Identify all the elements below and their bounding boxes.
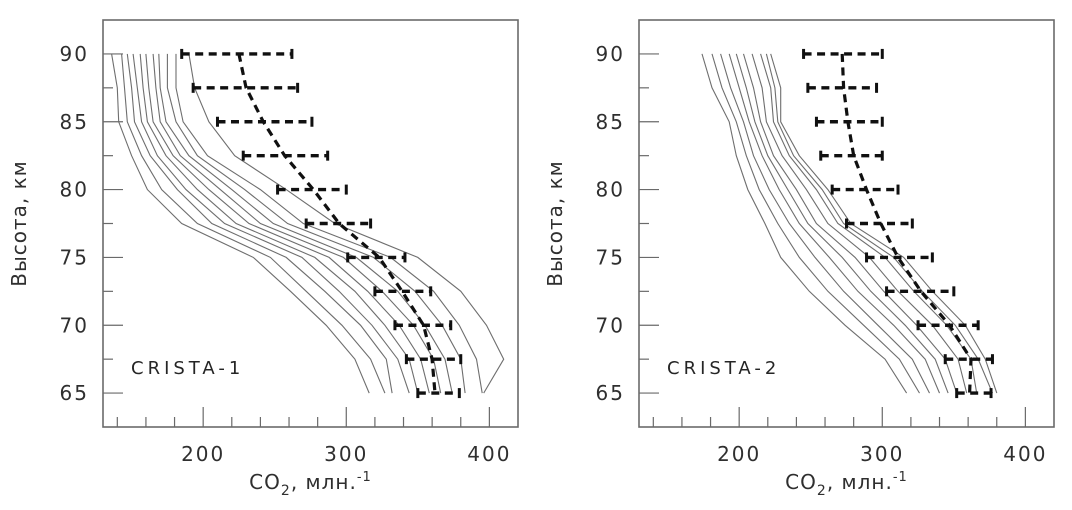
profile-line [145,53,430,394]
profile-line [765,53,994,394]
profile-line [728,53,941,394]
profile-line [166,53,466,394]
profile-line [701,53,908,394]
x-axis-label: CO2, млн.-1 [785,470,908,499]
y-tick-label: 65 [596,381,625,405]
crista-1-chart: 200 300 400 65 70 75 80 85 90 CO2, млн.-1 Высота, … [7,19,519,499]
panel-label: CRISTA-1 [131,358,244,379]
x-tick-label: 300 [324,442,368,466]
profile-line [751,53,968,394]
error-bars [180,48,463,399]
profile-line [132,53,410,394]
y-tick-label: 80 [60,178,89,202]
profile-line [770,53,998,394]
profile-line [111,53,370,394]
x-axis-tick-labels: 200 300 400 [181,442,511,466]
profile-line [742,53,958,394]
y-tick-label: 90 [596,42,625,66]
y-tick-label: 85 [596,110,625,134]
y-tick-label: 70 [60,313,89,337]
x-tick-label: 200 [181,442,225,466]
y-tick-label: 75 [60,245,89,269]
mean-profile-line [237,53,437,394]
y-tick-label: 65 [60,381,89,405]
x-tick-label: 400 [467,442,511,466]
profile-line [158,53,453,394]
panel-label: CRISTA-2 [667,358,780,379]
x-tick-label: 200 [717,442,761,466]
x-tick-label: 400 [1003,442,1047,466]
axis-ticks [103,53,490,427]
x-axis-label: CO2, млн.-1 [249,470,372,499]
x-tick-label: 300 [860,442,904,466]
y-tick-label: 70 [596,313,625,337]
y-tick-label: 90 [60,42,89,66]
axis-ticks [639,53,1026,427]
y-axis-label: Высота, км [7,160,31,287]
profile-line [139,53,419,394]
profile-line [126,53,393,394]
y-tick-label: 75 [596,245,625,269]
mean-profile-line [840,53,973,394]
crista-2-chart: 200 300 400 65 70 75 80 85 90 CO2, млн.-1 Высота, … [543,19,1055,499]
y-axis-tick-labels: 65 70 75 80 85 90 [60,42,89,405]
profile-line [175,53,483,394]
y-axis-tick-labels: 65 70 75 80 85 90 [596,42,625,405]
individual-profiles [701,53,998,394]
profile-line [720,53,930,394]
individual-profiles [111,53,505,394]
y-tick-label: 85 [60,110,89,134]
y-tick-label: 80 [596,178,625,202]
profile-line [121,53,386,394]
x-axis-tick-labels: 200 300 400 [717,442,1047,466]
profile-line [735,53,949,394]
profile-line [760,53,978,394]
profile-line [152,53,442,394]
profile-line [711,53,920,394]
y-axis-label: Высота, км [543,160,567,287]
